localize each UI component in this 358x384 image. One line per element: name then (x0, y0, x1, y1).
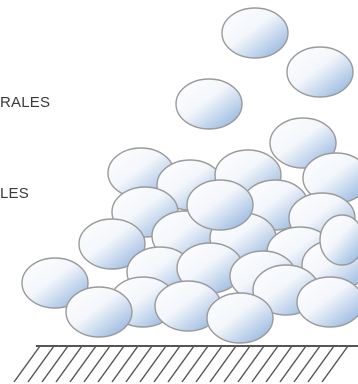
ground-hatch-line (279, 345, 307, 383)
particles-group (21, 7, 358, 344)
particle-icon (78, 218, 146, 270)
ground-hatch-line (209, 345, 237, 383)
ground-hatch-line (111, 345, 139, 383)
ground-hatch-line (195, 345, 223, 383)
label-bottom: LES (0, 185, 29, 202)
ground-hatch-line (293, 345, 321, 383)
particle-icon (65, 286, 133, 338)
particle-icon (269, 117, 337, 169)
ground-hatch-line (223, 345, 251, 383)
ground-hatch-line (27, 345, 55, 383)
particle-icon (175, 78, 243, 130)
ground-hatch-line (153, 345, 181, 383)
ground-hatch-line (125, 345, 153, 383)
ground-hatch-line (237, 345, 265, 383)
particle-icon (21, 257, 89, 309)
particle-icon (221, 7, 289, 59)
ground-hatch-line (307, 345, 335, 383)
particle-icon (296, 276, 358, 328)
ground-hatch-line (69, 345, 97, 383)
particle-icon (319, 214, 358, 266)
ground-hatch-line (13, 345, 41, 383)
ground-hatch-line (97, 345, 125, 383)
ground-hatch-line (181, 345, 209, 383)
ground-hatch-line (41, 345, 69, 383)
ground-hatch-line (167, 345, 195, 383)
particle-icon (286, 46, 354, 98)
ground-hatch-line (321, 345, 349, 383)
particle-icon (206, 292, 274, 344)
ground-hatch-line (139, 345, 167, 383)
hatched-ground-icon (13, 345, 358, 383)
ground-hatch-line (251, 345, 279, 383)
particle-icon (186, 179, 254, 231)
ground-hatch-line (83, 345, 111, 383)
ground-hatch-line (265, 345, 293, 383)
ground-hatch-line (55, 345, 83, 383)
label-top: RALES (0, 94, 51, 111)
